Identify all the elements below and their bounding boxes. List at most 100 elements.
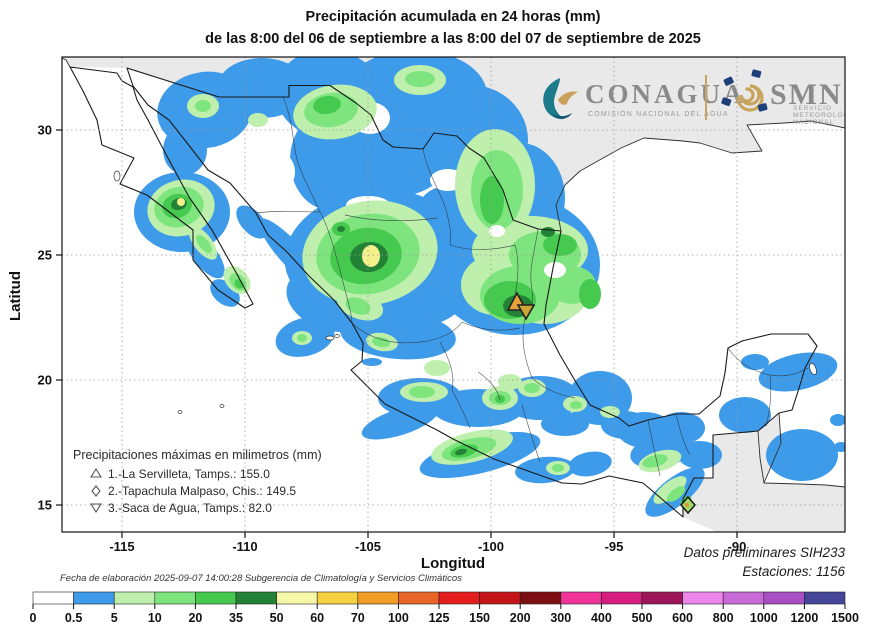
colorbar-swatch <box>438 591 480 605</box>
smn-subtitle-3: NACIONAL <box>793 119 834 126</box>
colorbar-label: 0 <box>30 611 37 625</box>
colorbar-label: 100 <box>388 611 409 625</box>
colorbar-label: 60 <box>310 611 324 625</box>
colorbar-swatch <box>316 591 359 605</box>
legend-entry-3: 3.-Saca de Agua, Tamps.: 82.0 <box>108 501 272 515</box>
stations-count-note: Estaciones: 1156 <box>742 564 845 579</box>
conagua-logo-text: CONAGUA <box>585 79 746 109</box>
colorbar-label: 300 <box>550 611 571 625</box>
y-axis-title: Latitud <box>7 271 24 321</box>
x-tick--110: -110 <box>232 539 257 554</box>
colorbar-swatch <box>113 591 156 605</box>
colorbar-label: 150 <box>469 611 490 625</box>
usa-landmass <box>62 57 845 231</box>
colorbar-ticks <box>32 604 846 609</box>
colorbar-swatch <box>641 591 683 605</box>
colorbar-swatch <box>235 591 277 605</box>
rain-layer-50mm <box>177 198 380 267</box>
x-tick--105: -105 <box>355 539 381 554</box>
colorbar-swatch <box>154 591 196 605</box>
y-axis: 30 25 20 15 Latitud <box>7 123 62 513</box>
x-axis: -115 -110 -105 -100 -95 -90 Longitud <box>109 532 746 572</box>
legend-triangle-down-icon <box>90 503 102 514</box>
preliminary-data-note: Datos preliminares SIH233 <box>684 545 846 560</box>
x-tick--115: -115 <box>109 539 134 554</box>
conagua-logo-subtitle: COMISIÓN NACIONAL DEL AGUA <box>588 109 729 118</box>
colorbar-label: 1200 <box>790 611 818 625</box>
colorbar-label: 600 <box>672 611 693 625</box>
colorbar-swatches <box>32 591 846 605</box>
x-axis-title: Longitud <box>421 555 485 572</box>
map-subtitle: de las 8:00 del 06 de septiembre a las 8… <box>205 31 701 47</box>
colorbar-label: 0.5 <box>65 611 82 625</box>
colorbar-label: 20 <box>188 611 202 625</box>
colorbar-swatch <box>195 591 237 605</box>
colorbar-label: 125 <box>429 611 450 625</box>
colorbar-label: 5 <box>111 611 118 625</box>
colorbar-swatch <box>804 591 846 605</box>
map-title: Precipitación acumulada en 24 horas (mm) <box>306 9 601 25</box>
colorbar-label: 1500 <box>831 611 859 625</box>
marker-diamond-center-dot <box>685 503 689 507</box>
graticule <box>62 57 845 532</box>
precipitation-field <box>134 57 845 517</box>
usa-coastline <box>62 57 845 232</box>
colorbar-label: 800 <box>713 611 734 625</box>
colorbar-swatch <box>276 591 318 605</box>
station-legend: Precipitaciones máximas en milimetros (m… <box>73 448 322 515</box>
boundaries <box>62 57 845 518</box>
colorbar-swatch <box>682 591 724 605</box>
colorbar-label: 500 <box>632 611 653 625</box>
smn-subtitle-1: SERVICIO <box>793 105 832 112</box>
colorbar-swatch <box>763 591 805 605</box>
y-tick-15: 15 <box>38 498 52 513</box>
y-tick-30: 30 <box>38 123 52 138</box>
colorbar-label: 50 <box>270 611 284 625</box>
colorbar-swatch <box>560 591 602 605</box>
smn-logo-icon <box>721 69 768 112</box>
conagua-logo-icon <box>543 78 578 120</box>
legend-triangle-up-icon <box>90 467 102 478</box>
colorbar-swatch <box>479 591 521 605</box>
elaboration-note: Fecha de elaboración 2025-09-07 14:00:28… <box>60 573 462 584</box>
mexico-mainland-outline <box>126 67 818 518</box>
colorbar-swatch <box>519 591 562 605</box>
y-tick-25: 25 <box>38 248 52 263</box>
station-legend-title: Precipitaciones máximas en milimetros (m… <box>73 448 322 462</box>
foreign-land <box>62 57 845 532</box>
colorbar-label: 1000 <box>750 611 778 625</box>
x-tick--95: -95 <box>605 539 624 554</box>
baja-california-outline <box>69 66 254 309</box>
colorbar-label: 10 <box>148 611 162 625</box>
legend-entry-2: 2.-Tapachula Malpaso, Chis.: 149.5 <box>108 484 296 498</box>
colorbar-label: 400 <box>591 611 612 625</box>
smn-logo-text: SMN <box>770 78 843 111</box>
logo-block: CONAGUA COMISIÓN NACIONAL DEL AGUA SMN S… <box>543 69 864 126</box>
rain-holes-inner <box>489 225 566 278</box>
x-tick--100: -100 <box>478 539 504 554</box>
legend-entry-1: 1.-La Servilleta, Tamps.: 155.0 <box>108 467 270 481</box>
colorbar-labels: 0 0.5 5 10 20 35 50 60 70 100 125 150 20… <box>30 611 859 625</box>
colorbar-swatch <box>357 591 399 605</box>
smn-subtitle-2: METEOROLÓGICO <box>793 110 864 119</box>
colorbar-swatch <box>398 591 440 605</box>
colorbar-swatch <box>73 591 115 605</box>
colorbar-swatch <box>32 591 74 605</box>
colorbar-label: 70 <box>351 611 365 625</box>
guatemala-borderline <box>757 412 845 488</box>
guatemala-belize-landmass <box>683 413 845 532</box>
marker-triangle-down-saca-de-agua <box>516 304 536 321</box>
colorbar-label: 200 <box>510 611 531 625</box>
colorbar: 0 0.5 5 10 20 35 50 60 70 100 125 150 20… <box>30 591 859 625</box>
colorbar-swatch <box>722 591 765 605</box>
colorbar-swatch <box>601 591 643 605</box>
y-tick-20: 20 <box>38 373 52 388</box>
legend-diamond-icon <box>91 485 101 497</box>
x-tick--90: -90 <box>728 539 747 554</box>
colorbar-label: 35 <box>229 611 243 625</box>
map-frame <box>61 56 846 533</box>
islands <box>113 170 817 414</box>
station-markers <box>506 291 696 515</box>
